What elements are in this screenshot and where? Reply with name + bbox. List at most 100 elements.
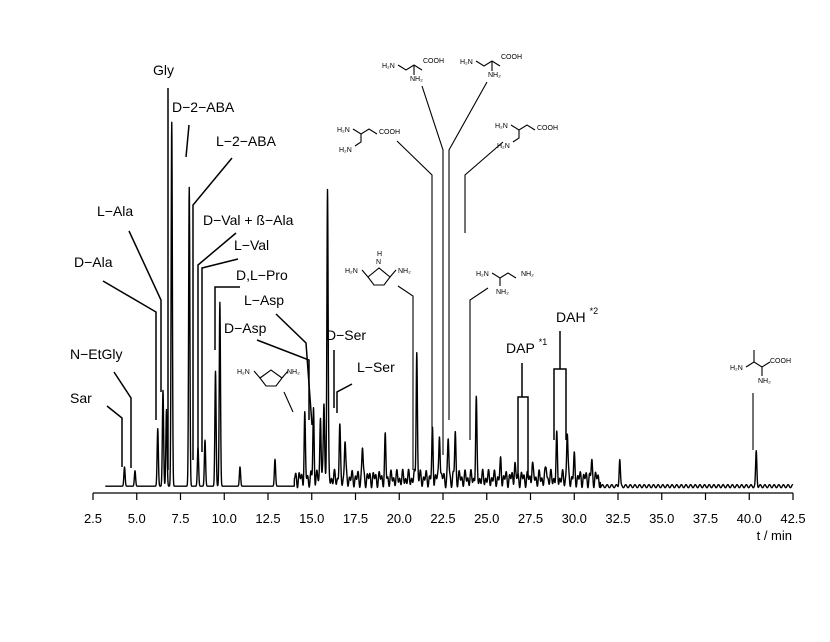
structure-atom-label: H₂N <box>495 123 508 130</box>
peak-label: L−Ala <box>97 203 133 219</box>
peak-label: L−2−ABA <box>216 133 277 149</box>
structure-atom-label: H₂N <box>476 271 489 278</box>
structure-bond <box>745 361 771 368</box>
structure-bond <box>512 130 520 143</box>
structure-atom-label: NH₂ <box>521 271 534 278</box>
structure-atom-label: H₂N <box>237 369 250 376</box>
structure-atom-label: NH₂ <box>758 378 771 385</box>
peak-label-footnote: *1 <box>539 337 548 347</box>
peak-label: Sar <box>70 390 92 406</box>
structure-atom-label: H₂N <box>730 365 743 372</box>
structure-atom-label: NH₂ <box>496 289 509 296</box>
structure-bond <box>283 391 294 413</box>
leader-line <box>336 383 353 413</box>
leader-line <box>185 124 190 158</box>
peak-label: D−2−ABA <box>172 99 235 115</box>
structure-bond <box>469 287 489 440</box>
structure-atom-label: COOH <box>501 54 522 61</box>
structure-atom-label: H₂N <box>339 147 352 154</box>
structure-bond <box>253 370 289 387</box>
peak-label-footnote: *2 <box>590 306 599 316</box>
x-tick-label: 12.5 <box>255 511 280 526</box>
structure-atom-label: NH₂ <box>410 76 423 83</box>
peak-label: L−Asp <box>244 292 284 308</box>
peak-label: DAH <box>556 309 586 325</box>
leader-line <box>197 232 237 456</box>
x-tick-label: 32.5 <box>605 511 630 526</box>
structure-bond <box>367 267 391 278</box>
x-axis-ticks: 2.5 5.0 7.5 10.0 12.5 15.0 17.5 20.0 22.5 25.0 27.… <box>84 493 806 526</box>
structure-atom-label: NH₂ <box>287 369 300 376</box>
structure-bond <box>448 81 488 420</box>
peak-label: D−Asp <box>224 320 267 336</box>
x-tick-label: 25.0 <box>474 511 499 526</box>
x-tick-label: 5.0 <box>128 511 146 526</box>
peak-label: N−EtGly <box>70 346 123 362</box>
structure-atom-label: H₂N <box>460 59 473 66</box>
structure-bond <box>396 140 433 455</box>
x-tick-label: 15.0 <box>299 511 324 526</box>
structure-bond <box>354 134 362 147</box>
leader-line <box>256 339 310 420</box>
structure-atom-label: N <box>376 259 381 266</box>
structure-atom-label: COOH <box>379 129 400 136</box>
peak-bracket <box>553 368 567 440</box>
structure-atom-label: COOH <box>537 125 558 132</box>
peak-label: L−Val <box>234 237 269 253</box>
peak-label: D−Val + ß−Ala <box>203 212 294 228</box>
structure-bond <box>352 128 378 135</box>
structure-atom-label: COOH <box>770 358 791 365</box>
leader-line <box>201 258 239 452</box>
structure-atom-label: H <box>377 251 382 258</box>
structure-bond <box>464 141 504 233</box>
structure-atom-label: NH₂ <box>398 268 411 275</box>
structure-bond <box>259 369 283 379</box>
peak-label: Gly <box>153 62 174 78</box>
structure-atom-label: H₂N <box>345 268 358 275</box>
peak-label: L−Ser <box>357 359 395 375</box>
x-tick-label: 10.0 <box>212 511 237 526</box>
peak-label: D−Ser <box>326 327 366 343</box>
leader-line <box>113 371 132 468</box>
leader-line <box>192 157 233 460</box>
x-tick-label: 37.5 <box>693 511 718 526</box>
x-tick-label: 30.0 <box>562 511 587 526</box>
structure-bond <box>397 64 423 71</box>
x-tick-label: 42.5 <box>780 511 805 526</box>
structure-atom-label: H₂N <box>382 63 395 70</box>
peak-label: DAP <box>506 340 535 356</box>
x-tick-label: 20.0 <box>387 511 412 526</box>
chemical-structures: H₂N COOH NH₂ H₂N COOH NH₂ H₂N COOH H₂N H₂N COOH H₂N… <box>237 54 791 470</box>
structure-atom-label: H₂N <box>337 127 350 134</box>
leader-line <box>275 313 313 426</box>
structure-bond <box>475 60 501 67</box>
x-tick-label: 7.5 <box>171 511 189 526</box>
x-axis-label: t / min <box>757 528 792 543</box>
structure-bond <box>361 269 397 286</box>
peak-labels: Sar N−EtGly D−Ala L−Ala Gly D−2−ABA L−2−ABA D−V… <box>70 62 598 406</box>
x-tick-label: 35.0 <box>649 511 674 526</box>
peak-label: D−Ala <box>74 254 113 270</box>
peak-label: D,L−Pro <box>236 267 288 283</box>
structure-bond <box>510 124 536 131</box>
x-tick-label: 2.5 <box>84 511 102 526</box>
structure-bond <box>397 285 414 470</box>
leader-line <box>128 230 162 392</box>
chromatogram-trace <box>104 121 794 489</box>
structure-atom-label: NH₂ <box>488 72 501 79</box>
leader-line <box>214 286 240 350</box>
leader-line <box>106 405 123 467</box>
structure-atom-label: H₂N <box>497 143 510 150</box>
x-tick-label: 17.5 <box>343 511 368 526</box>
leader-line <box>102 280 157 420</box>
x-tick-label: 22.5 <box>430 511 455 526</box>
structure-atom-label: COOH <box>423 58 444 65</box>
x-tick-label: 40.0 <box>737 511 762 526</box>
structure-bond <box>421 85 444 455</box>
annotation-leaders <box>102 88 567 478</box>
structure-bond <box>491 272 517 279</box>
x-tick-label: 27.5 <box>518 511 543 526</box>
peak-bracket <box>517 396 529 478</box>
